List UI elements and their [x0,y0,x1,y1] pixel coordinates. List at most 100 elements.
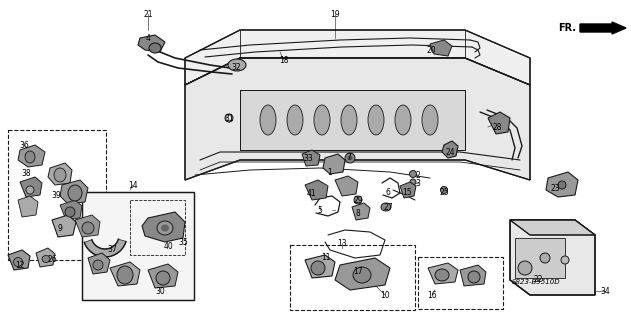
Polygon shape [60,200,82,220]
Polygon shape [52,215,76,237]
Bar [82,192,194,300]
Text: 4: 4 [146,34,150,43]
Text: 29: 29 [353,196,363,204]
Text: 5: 5 [317,205,322,214]
Text: 33: 33 [303,154,313,163]
Polygon shape [18,145,45,167]
Bar [82,192,194,300]
Text: 41: 41 [306,188,316,197]
FancyArrow shape [580,22,626,34]
Ellipse shape [468,271,480,283]
Polygon shape [460,265,486,286]
Bar [290,245,415,310]
Polygon shape [352,203,370,220]
Text: 22: 22 [533,276,543,284]
Ellipse shape [410,179,416,185]
Polygon shape [428,263,458,284]
Text: 19: 19 [330,10,340,19]
Text: 20: 20 [426,45,436,54]
Text: 21: 21 [143,10,153,19]
Text: 17: 17 [353,267,363,276]
Text: 27: 27 [383,203,393,212]
Text: 14: 14 [128,180,138,189]
Ellipse shape [561,256,569,264]
Polygon shape [546,172,578,197]
Polygon shape [430,40,452,56]
Text: 9: 9 [57,223,62,233]
Polygon shape [240,90,465,150]
Polygon shape [75,215,100,237]
Text: 7: 7 [346,153,351,162]
Ellipse shape [558,181,566,189]
Polygon shape [85,239,126,257]
Text: 18: 18 [280,55,289,65]
Text: 30: 30 [155,287,165,297]
Ellipse shape [68,185,82,201]
Bar [130,200,185,255]
Text: 35: 35 [178,237,188,246]
Ellipse shape [149,43,161,53]
Text: 16: 16 [427,291,437,300]
Text: 8: 8 [356,209,360,218]
Text: 2: 2 [416,171,420,180]
Text: 23: 23 [550,183,560,193]
Polygon shape [60,180,88,204]
Polygon shape [323,154,345,174]
Polygon shape [185,30,530,85]
Ellipse shape [345,153,355,163]
Polygon shape [138,35,165,52]
Polygon shape [335,176,358,196]
Text: 26: 26 [47,255,57,265]
Ellipse shape [348,156,353,161]
Ellipse shape [25,151,35,163]
Ellipse shape [287,105,303,135]
Ellipse shape [410,171,416,178]
Ellipse shape [26,186,34,194]
Ellipse shape [82,222,94,234]
Text: 40: 40 [164,242,174,251]
Polygon shape [442,141,458,158]
Ellipse shape [42,255,50,262]
Text: FR.: FR. [558,23,576,33]
Polygon shape [302,150,320,166]
Ellipse shape [435,269,449,281]
Polygon shape [20,177,42,197]
Polygon shape [88,253,110,274]
Text: 6: 6 [386,188,391,196]
Ellipse shape [381,203,391,211]
Polygon shape [510,220,595,295]
Text: 3: 3 [416,179,420,188]
Text: 36: 36 [19,140,29,149]
Ellipse shape [260,105,276,135]
Bar [515,238,565,278]
Polygon shape [185,58,530,180]
Text: 1: 1 [327,167,333,177]
Text: 12: 12 [15,260,25,269]
Polygon shape [142,212,185,242]
Polygon shape [8,250,30,270]
Bar [8,130,106,260]
Polygon shape [400,182,416,198]
Ellipse shape [13,258,23,267]
Ellipse shape [354,196,362,204]
Polygon shape [36,248,55,267]
Ellipse shape [395,105,411,135]
Polygon shape [48,163,72,185]
Ellipse shape [540,253,550,263]
Polygon shape [305,180,328,200]
Polygon shape [335,258,390,290]
Text: 28: 28 [492,123,502,132]
Text: 37: 37 [107,244,117,253]
Polygon shape [148,264,178,288]
Ellipse shape [422,105,438,135]
Polygon shape [305,255,335,278]
Text: 25: 25 [439,188,449,196]
Text: 34: 34 [600,286,610,295]
Ellipse shape [314,105,330,135]
Ellipse shape [311,261,325,275]
Text: S823-B5510D: S823-B5510D [512,279,560,285]
Ellipse shape [440,187,447,194]
Bar [418,257,503,309]
Text: 38: 38 [21,169,31,178]
Ellipse shape [157,221,173,235]
